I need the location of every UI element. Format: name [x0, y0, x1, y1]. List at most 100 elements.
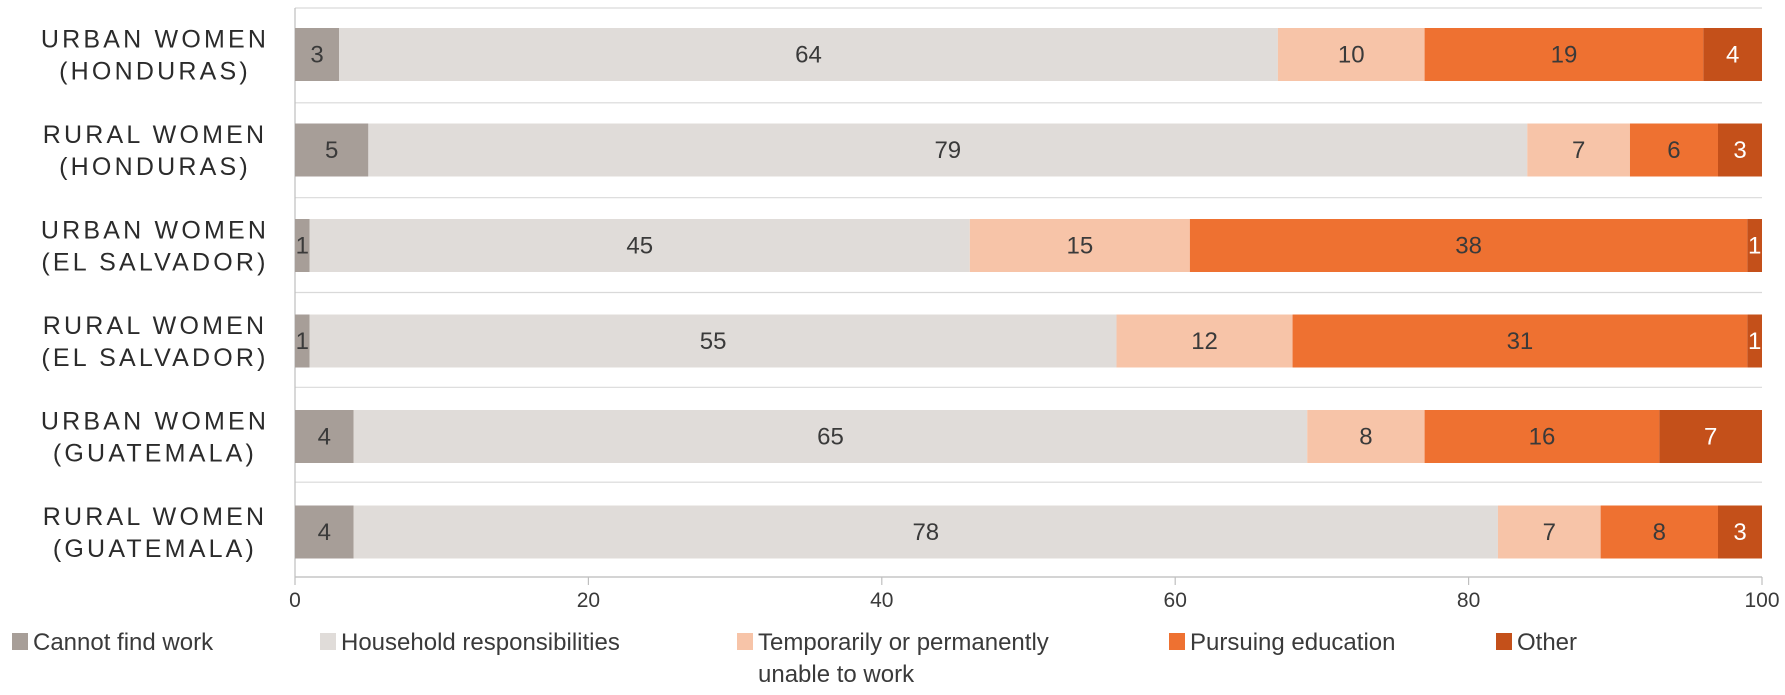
data-label: 3 — [1733, 137, 1746, 164]
category-label-line: URBAN WOMEN — [41, 217, 269, 245]
category-label: RURAL WOMEN (HONDURAS) — [43, 121, 268, 181]
legend-label-line: Other — [1517, 629, 1577, 656]
x-tick-label: 20 — [577, 589, 600, 612]
category-label-line: RURAL WOMEN — [43, 312, 268, 340]
bar-segment — [295, 219, 310, 272]
legend-label: Household responsibilities — [341, 629, 620, 656]
x-tick-label: 0 — [289, 589, 301, 612]
bar-segment — [1747, 219, 1762, 272]
row-separators — [295, 7, 1762, 578]
category-label: URBAN WOMEN (GUATEMALA) — [41, 408, 269, 468]
bar-segment — [295, 123, 369, 177]
category-label-line: (EL SALVADOR) — [41, 249, 268, 277]
bar-segment — [309, 219, 970, 272]
data-label: 45 — [626, 233, 653, 260]
bar-segment — [309, 314, 1117, 368]
category-label-line: RURAL WOMEN — [43, 121, 268, 149]
bar-segment — [1307, 410, 1425, 463]
data-label: 4 — [318, 519, 331, 546]
data-label: 1 — [1748, 233, 1761, 260]
category-label-line: RURAL WOMEN — [43, 503, 268, 531]
bar-segment — [368, 123, 1528, 177]
bar-segment — [1292, 314, 1748, 368]
category-label: RURAL WOMEN (GUATEMALA) — [43, 503, 268, 563]
legend-item: Pursuing education — [1169, 629, 1395, 656]
bar-segment — [1189, 219, 1748, 272]
data-label: 8 — [1359, 424, 1372, 451]
legend-label-line: Pursuing education — [1190, 629, 1395, 656]
data-label: 7 — [1704, 424, 1717, 451]
data-label: 4 — [1726, 42, 1739, 69]
legend-swatch — [12, 633, 28, 650]
data-label: 1 — [1748, 328, 1761, 355]
data-label: 19 — [1551, 42, 1578, 69]
data-label: 8 — [1653, 519, 1666, 546]
legend-swatch — [1169, 633, 1185, 650]
legend-label-line: Cannot find work — [33, 629, 214, 656]
data-label: 55 — [700, 328, 727, 355]
bar-segment — [1277, 28, 1425, 81]
data-label: 12 — [1191, 328, 1218, 355]
x-axis-ticks: 0 20 40 60 80 100 — [289, 577, 1780, 612]
bar-segment — [1116, 314, 1293, 368]
bar-row: 1 45 15 38 1 — [295, 219, 1762, 272]
data-label: 16 — [1529, 424, 1556, 451]
category-label-line: (HONDURAS) — [59, 153, 251, 181]
category-label-line: (HONDURAS) — [59, 58, 251, 86]
data-label: 10 — [1338, 42, 1365, 69]
legend-label: Other — [1517, 629, 1577, 656]
data-label: 3 — [1733, 519, 1746, 546]
bar-segment — [1424, 28, 1704, 81]
legend-label: Pursuing education — [1190, 629, 1395, 656]
bar-segment — [295, 314, 310, 368]
data-label: 3 — [310, 42, 323, 69]
data-label: 4 — [318, 424, 331, 451]
data-label: 7 — [1572, 137, 1585, 164]
bar-segment — [1703, 28, 1762, 81]
legend-label-line: unable to work — [758, 661, 915, 688]
legend-item: Other — [1496, 629, 1577, 656]
bar-segment — [1659, 410, 1762, 463]
data-label: 6 — [1667, 137, 1680, 164]
bar-row: 4 78 7 8 3 — [295, 505, 1762, 559]
data-label: 1 — [296, 328, 309, 355]
bar-segment — [353, 410, 1308, 463]
bar-segment — [1717, 505, 1762, 559]
legend-swatch — [1496, 633, 1512, 650]
data-label: 1 — [296, 233, 309, 260]
bar-segment — [1527, 123, 1630, 177]
x-tick-label: 40 — [870, 589, 893, 612]
bar-segment — [1629, 123, 1718, 177]
bar-segment — [295, 505, 354, 559]
legend-label-line: Household responsibilities — [341, 629, 620, 656]
x-tick-label: 100 — [1744, 589, 1779, 612]
category-label-line: (GUATEMALA) — [53, 535, 257, 563]
bar-segment — [1497, 505, 1601, 559]
bar-segment — [969, 219, 1190, 272]
bar-segment — [353, 505, 1498, 559]
category-label: URBAN WOMEN (HONDURAS) — [41, 26, 269, 86]
data-label: 15 — [1066, 233, 1093, 260]
category-label-line: (GUATEMALA) — [53, 440, 257, 468]
category-label: URBAN WOMEN (EL SALVADOR) — [41, 217, 269, 277]
data-label: 5 — [325, 137, 338, 164]
bar-segment — [1717, 123, 1762, 177]
category-label-line: URBAN WOMEN — [41, 408, 269, 436]
bar-row: 1 55 12 31 1 — [295, 314, 1762, 368]
data-label: 65 — [817, 424, 844, 451]
data-label: 78 — [912, 519, 939, 546]
legend-swatch — [320, 633, 336, 650]
data-label: 38 — [1455, 233, 1482, 260]
legend-item: Temporarily or permanently unable to work — [737, 629, 1049, 688]
legend-label: Cannot find work — [33, 629, 214, 656]
x-tick-label: 60 — [1164, 589, 1187, 612]
category-label-line: URBAN WOMEN — [41, 26, 269, 54]
bar-segment — [1600, 505, 1718, 559]
legend-label-line: Temporarily or permanently — [758, 629, 1049, 656]
bar-row: 5 79 7 6 3 — [295, 123, 1762, 177]
x-tick-label: 80 — [1457, 589, 1480, 612]
bar-segment — [1747, 314, 1762, 368]
bars: 3 64 10 19 45 79 7 6 31 45 15 38 11 55 12 31 14 65 8 16 74 78… — [295, 28, 1762, 559]
